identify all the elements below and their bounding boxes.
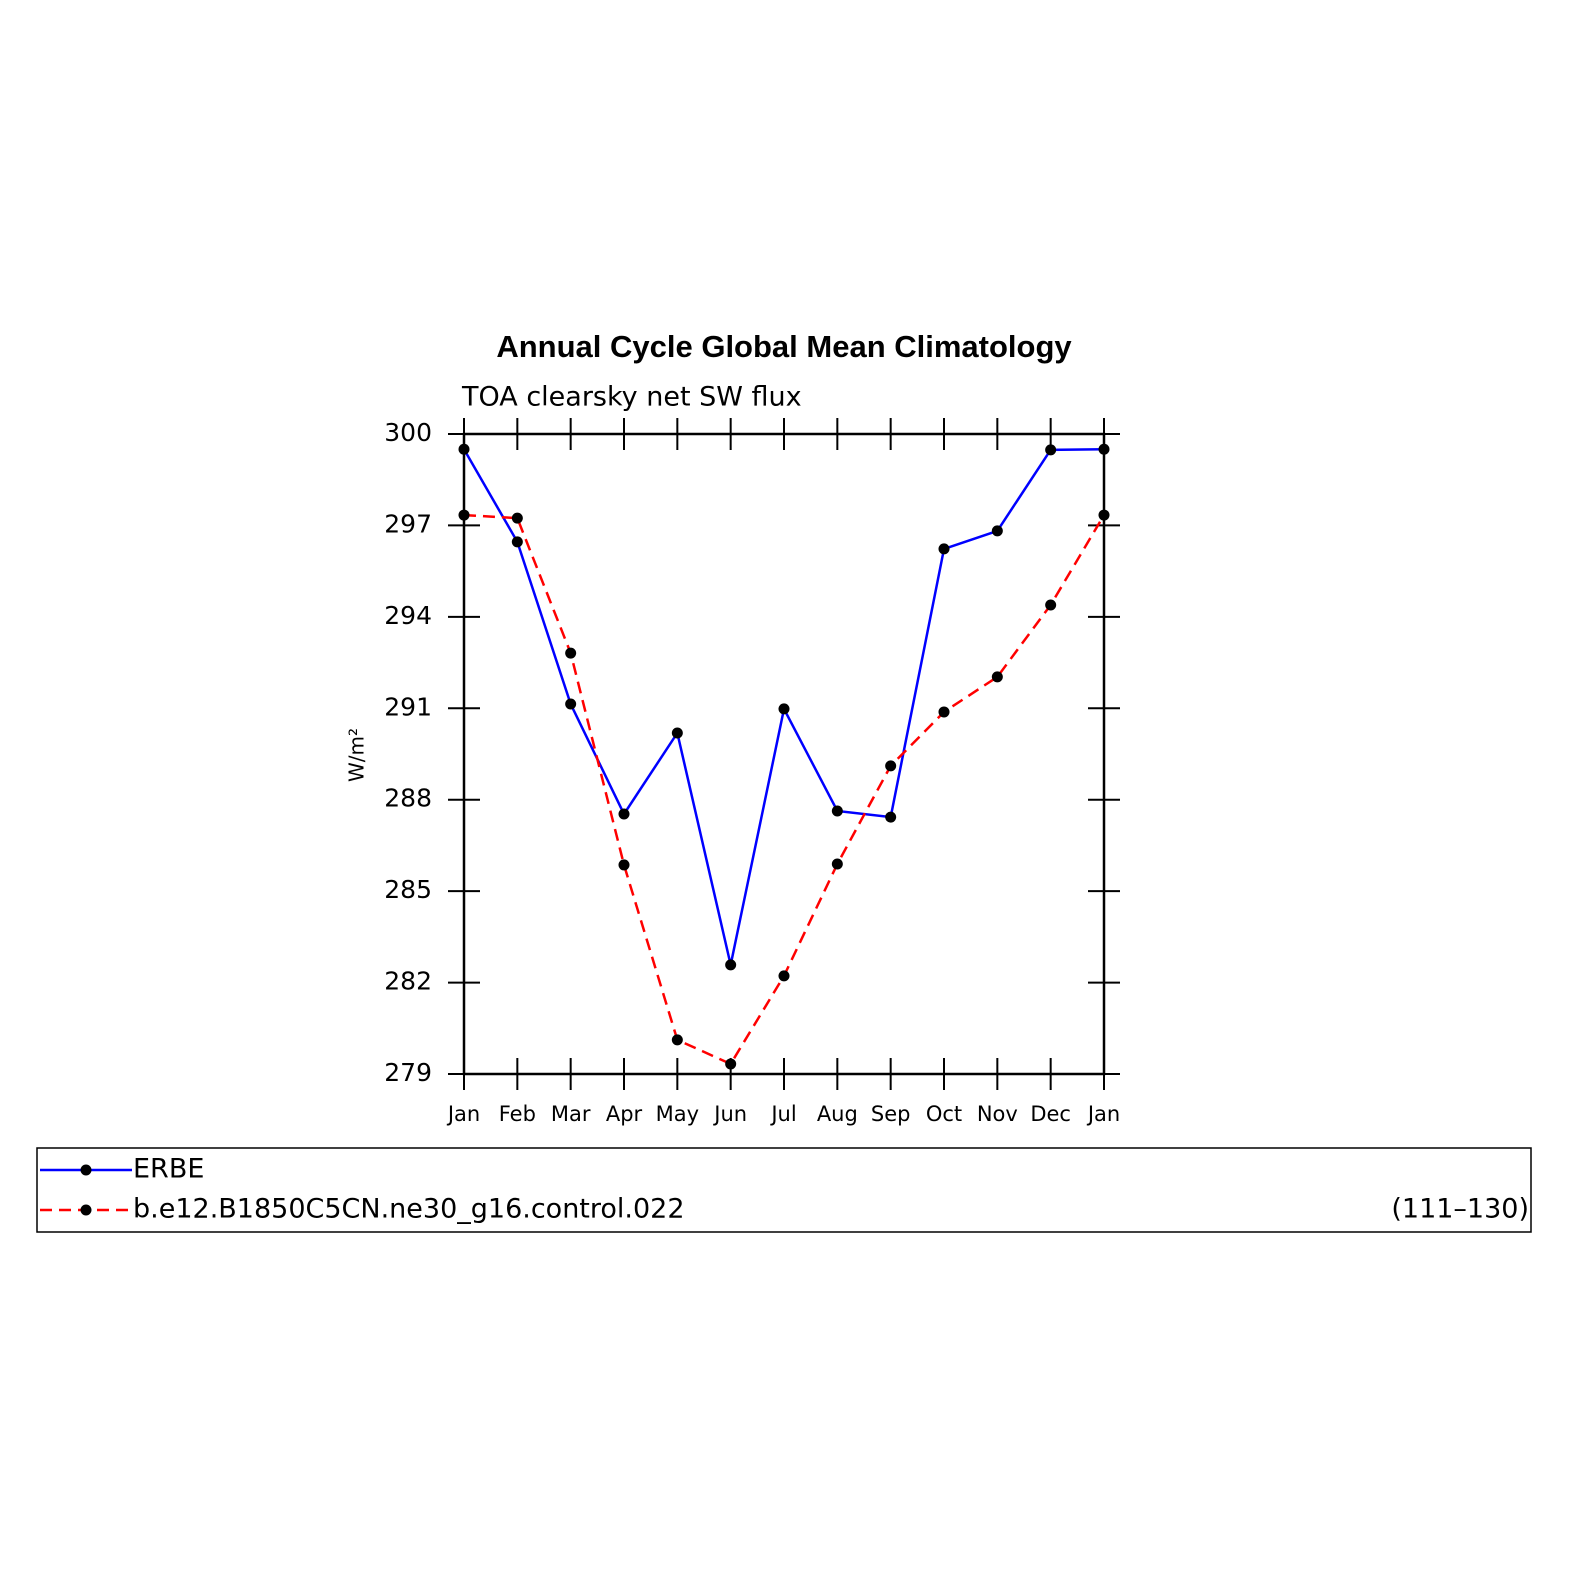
y-tick-label: 279 [384,1058,432,1087]
y-tick-label: 300 [384,418,432,447]
data-point [618,859,630,871]
data-point [725,959,737,971]
y-tick-label: 285 [384,875,432,904]
y-axis-label: W/m² [345,728,369,782]
data-point [1045,599,1057,611]
data-point [511,512,523,524]
data-point [778,703,790,715]
data-point [938,543,950,555]
x-tick-label: Jun [712,1102,747,1126]
legend-label: b.e12.B1850C5CN.ne30_g16.control.022 [133,1194,685,1225]
data-point [885,760,897,772]
legend-box [36,1147,1532,1233]
x-tick-label: Aug [817,1102,858,1126]
data-point [618,808,630,820]
x-tick-label: Jan [1086,1102,1120,1126]
x-tick-label: Jan [446,1102,480,1126]
data-point [565,647,577,659]
data-point [565,698,577,710]
x-tick-label: Nov [977,1102,1018,1126]
x-tick-label: May [656,1102,699,1126]
data-point [671,1034,683,1046]
y-tick-label: 291 [384,692,432,721]
y-tick-label: 288 [384,784,432,813]
data-point [458,509,470,521]
data-point [458,443,470,455]
data-point [725,1058,737,1070]
data-point [511,536,523,548]
series-line [463,513,1106,1066]
x-tick-label: Feb [499,1102,536,1126]
legend-marker [80,1204,92,1216]
legend-note: (111–130) [1391,1194,1529,1225]
y-tick-label: 282 [384,967,432,996]
legend-marker [80,1164,92,1176]
data-point [831,805,843,817]
chart-subtitle: TOA clearsky net SW flux [461,382,802,413]
data-point [991,525,1003,537]
y-tick-label: 294 [384,601,432,630]
x-tick-label: Jul [769,1102,796,1126]
data-point [1098,443,1110,455]
x-tick-label: Oct [926,1102,962,1126]
y-tick-label: 297 [384,509,432,538]
data-point [1045,444,1057,456]
x-tick-label: Sep [871,1102,911,1126]
x-tick-label: Mar [551,1102,591,1126]
legend-label: ERBE [133,1154,204,1185]
data-point [671,727,683,739]
x-tick-label: Apr [606,1102,643,1126]
chart-title: Annual Cycle Global Mean Climatology [496,329,1072,364]
data-point [991,671,1003,683]
data-point [778,970,790,982]
data-point [1098,509,1110,521]
data-point [938,706,950,718]
data-point [885,811,897,823]
x-tick-label: Dec [1030,1102,1071,1126]
data-point [831,858,843,870]
